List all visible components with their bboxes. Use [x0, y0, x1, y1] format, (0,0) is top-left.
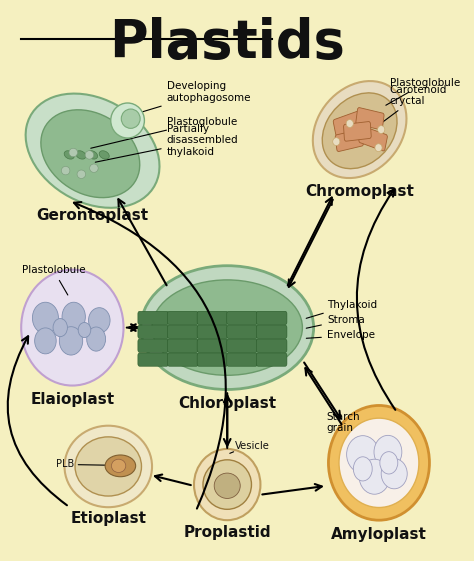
FancyBboxPatch shape [335, 130, 364, 151]
FancyBboxPatch shape [256, 339, 287, 352]
FancyBboxPatch shape [138, 325, 168, 338]
FancyBboxPatch shape [227, 311, 257, 325]
Text: Chromoplast: Chromoplast [305, 184, 414, 199]
Ellipse shape [378, 126, 385, 134]
Text: Starch
grain: Starch grain [326, 412, 361, 443]
Text: Carotenoid
cryctal: Carotenoid cryctal [383, 85, 447, 122]
Ellipse shape [339, 418, 419, 508]
Ellipse shape [89, 307, 110, 333]
Text: Chloroplast: Chloroplast [178, 397, 276, 411]
Text: Plastoglobule: Plastoglobule [91, 117, 237, 148]
Ellipse shape [41, 110, 140, 197]
Ellipse shape [64, 426, 152, 507]
Ellipse shape [333, 137, 340, 145]
Ellipse shape [59, 327, 82, 355]
Text: Plastolobule: Plastolobule [22, 265, 85, 295]
Ellipse shape [359, 459, 390, 494]
Text: Plastoglobule: Plastoglobule [386, 78, 460, 105]
FancyBboxPatch shape [197, 311, 228, 325]
Text: Partially
disassembled
thylakoid: Partially disassembled thylakoid [95, 124, 238, 162]
Text: Proplastid: Proplastid [183, 525, 271, 540]
Text: Stroma: Stroma [306, 315, 365, 328]
Ellipse shape [152, 280, 302, 375]
Ellipse shape [214, 473, 240, 499]
Ellipse shape [88, 151, 98, 159]
FancyArrowPatch shape [357, 189, 395, 410]
Text: Vesicle: Vesicle [235, 441, 270, 450]
Ellipse shape [21, 270, 124, 385]
Ellipse shape [53, 319, 67, 337]
Ellipse shape [346, 436, 379, 473]
Text: Thylakoid: Thylakoid [306, 300, 377, 318]
Ellipse shape [85, 151, 94, 159]
Text: Amyloplast: Amyloplast [331, 527, 427, 542]
Ellipse shape [194, 449, 260, 520]
Ellipse shape [87, 327, 106, 351]
FancyBboxPatch shape [333, 111, 362, 136]
Ellipse shape [374, 435, 402, 468]
Ellipse shape [64, 151, 74, 159]
Ellipse shape [99, 151, 109, 159]
FancyBboxPatch shape [197, 339, 228, 352]
Ellipse shape [78, 323, 91, 338]
Text: PLB: PLB [56, 459, 74, 469]
Ellipse shape [105, 455, 136, 477]
FancyBboxPatch shape [138, 311, 168, 325]
FancyBboxPatch shape [256, 325, 287, 338]
Ellipse shape [313, 81, 407, 178]
Ellipse shape [322, 93, 397, 169]
FancyBboxPatch shape [167, 311, 198, 325]
Text: Developing
autophagosome: Developing autophagosome [130, 81, 251, 116]
FancyBboxPatch shape [344, 122, 371, 141]
Ellipse shape [69, 148, 78, 157]
Ellipse shape [380, 452, 398, 474]
Ellipse shape [328, 406, 429, 520]
Ellipse shape [61, 167, 70, 175]
Ellipse shape [111, 459, 126, 472]
Ellipse shape [121, 109, 140, 128]
Text: Etioplast: Etioplast [70, 511, 146, 526]
Ellipse shape [26, 94, 159, 208]
Ellipse shape [75, 437, 141, 496]
Ellipse shape [141, 266, 314, 389]
Text: Gerontoplast: Gerontoplast [36, 208, 149, 223]
Ellipse shape [353, 457, 372, 481]
FancyBboxPatch shape [227, 339, 257, 352]
Ellipse shape [77, 170, 86, 178]
FancyArrowPatch shape [74, 202, 226, 509]
Ellipse shape [90, 164, 98, 172]
FancyBboxPatch shape [256, 311, 287, 325]
Ellipse shape [346, 119, 353, 127]
FancyBboxPatch shape [359, 126, 387, 151]
FancyBboxPatch shape [167, 339, 198, 352]
FancyBboxPatch shape [167, 325, 198, 338]
Text: Elaioplast: Elaioplast [30, 392, 114, 407]
Ellipse shape [32, 302, 58, 334]
FancyBboxPatch shape [256, 353, 287, 366]
FancyArrowPatch shape [8, 336, 67, 505]
FancyBboxPatch shape [138, 353, 168, 366]
FancyBboxPatch shape [138, 339, 168, 352]
Ellipse shape [203, 460, 252, 509]
FancyBboxPatch shape [227, 325, 257, 338]
Text: Plastids: Plastids [109, 17, 345, 68]
FancyBboxPatch shape [227, 353, 257, 366]
FancyBboxPatch shape [167, 353, 198, 366]
Ellipse shape [375, 144, 382, 151]
FancyBboxPatch shape [197, 353, 228, 366]
FancyBboxPatch shape [197, 325, 228, 338]
FancyBboxPatch shape [356, 108, 384, 130]
Ellipse shape [35, 328, 56, 354]
Ellipse shape [111, 103, 145, 138]
Ellipse shape [381, 458, 407, 489]
Ellipse shape [62, 302, 85, 331]
Text: Envelope: Envelope [306, 330, 375, 341]
Ellipse shape [76, 151, 86, 159]
